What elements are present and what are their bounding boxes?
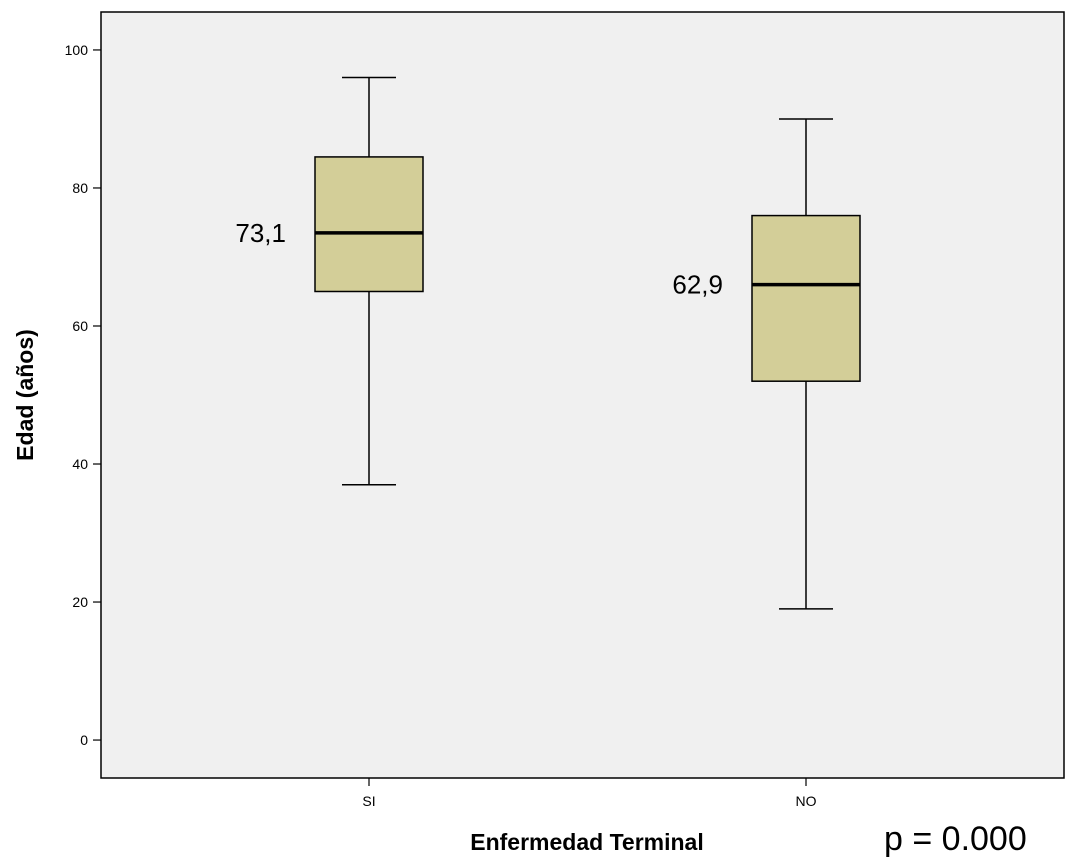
iqr-box [314,156,424,293]
iqr-box [751,214,861,382]
box-si: 73,1 [235,76,424,486]
x-tick-label-no: NO [796,793,817,809]
y-axis: 0 20 40 60 80 100 [65,42,101,748]
boxes-group: 73,1 62,9 [235,76,861,610]
y-tick-label: 80 [72,180,88,196]
x-tick-label-si: SI [362,793,375,809]
mean-label-no: 62,9 [672,270,723,300]
y-tick-label: 40 [72,456,88,472]
x-axis: SI NO [362,778,817,809]
plot-area [100,11,1065,779]
box-no: 62,9 [672,118,861,610]
y-tick-label: 20 [72,594,88,610]
x-axis-title: Enfermedad Terminal [470,829,703,855]
mean-label-si: 73,1 [235,218,286,248]
y-tick-label: 60 [72,318,88,334]
y-axis-title: Edad (años) [12,329,38,461]
y-tick-label: 100 [65,42,89,58]
y-tick-label: 0 [80,732,88,748]
p-value-annotation: p = 0.000 [884,820,1027,857]
